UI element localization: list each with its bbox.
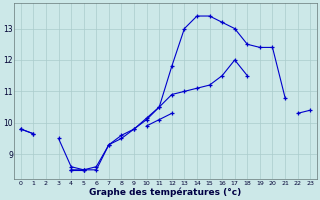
X-axis label: Graphe des températures (°c): Graphe des températures (°c): [89, 187, 242, 197]
